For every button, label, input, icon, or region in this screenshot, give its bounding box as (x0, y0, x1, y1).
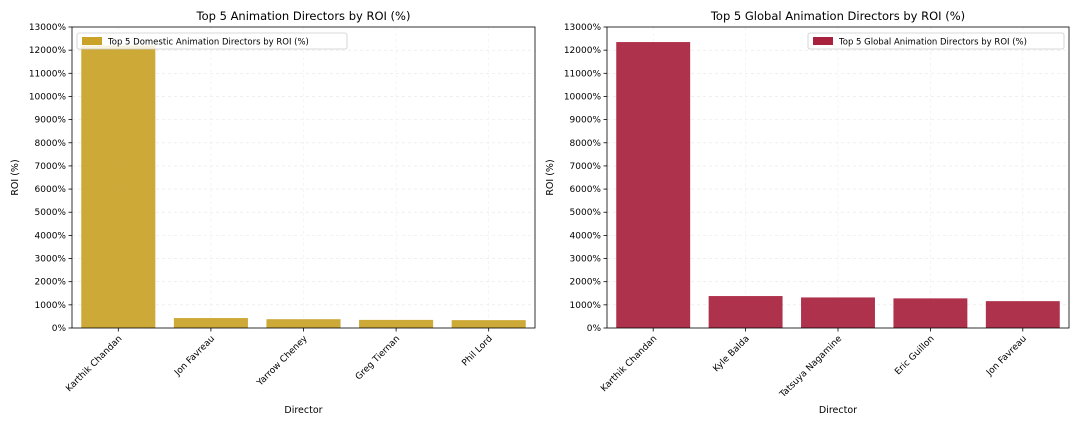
x-axis-label: Director (284, 405, 322, 416)
bar (893, 298, 968, 328)
y-axis-label: ROI (%) (545, 159, 556, 195)
x-tick-label: Karthik Chandan (64, 334, 124, 394)
y-tick-label: 0% (587, 324, 602, 334)
y-tick-label: 2000% (35, 278, 67, 288)
bar (616, 42, 691, 329)
x-tick-label: Karthik Chandan (599, 334, 659, 394)
legend-label: Top 5 Domestic Animation Directors by RO… (107, 38, 309, 48)
y-tick-label: 2000% (570, 278, 602, 288)
y-tick-label: 10000% (564, 92, 602, 102)
y-tick-label: 8000% (35, 139, 67, 149)
y-tick-label: 1000% (35, 301, 67, 311)
chart-title: Top 5 Animation Directors by ROI (%) (196, 9, 411, 23)
x-tick-label: Eric Guillon (893, 334, 936, 377)
x-tick-label: Tatsuya Nagamine (778, 334, 845, 401)
chart-2: 0% 1000% 2000% 3000% 4000% 5000% 6000% 7000% 800… (545, 9, 1070, 416)
bar (801, 297, 875, 328)
bar (708, 296, 783, 328)
y-tick-label: 11000% (564, 69, 602, 79)
x-tick-label: Jon Favreau (172, 334, 217, 379)
y-tick-label: 6000% (35, 185, 67, 195)
legend-swatch (82, 37, 102, 45)
bar (985, 301, 1060, 328)
legend-label: Top 5 Global Animation Directors by ROI … (838, 38, 1027, 48)
x-tick-label: Kyle Balda (711, 334, 751, 374)
y-tick-label: 12000% (564, 46, 602, 56)
legend-box (807, 32, 1065, 50)
y-tick-label: 13000% (29, 23, 67, 33)
bar (451, 320, 526, 328)
y-tick-label: 13000% (564, 23, 602, 33)
y-tick-label: 4000% (35, 231, 67, 241)
y-tick-label: 1000% (570, 301, 602, 311)
y-tick-label: 6000% (570, 185, 602, 195)
x-tick-label: Greg Tiernan (354, 334, 402, 382)
y-tick-label: 5000% (570, 208, 602, 218)
legend-box (76, 32, 348, 50)
chart-title: Top 5 Global Animation Directors by ROI … (710, 9, 965, 23)
bar (173, 318, 248, 328)
legend: Top 5 Global Animation Directors by ROI … (807, 32, 1065, 50)
y-tick-label: 4000% (570, 231, 602, 241)
y-axis-label: ROI (%) (10, 159, 21, 195)
y-tick-label: 9000% (570, 116, 602, 126)
bar (359, 319, 434, 328)
y-tick-label: 10000% (29, 92, 67, 102)
y-tick-label: 11000% (29, 69, 67, 79)
y-tick-label: 7000% (35, 162, 67, 172)
legend-swatch (813, 37, 833, 45)
x-tick-label: Yarrow Cheney (255, 334, 310, 389)
y-tick-label: 3000% (570, 255, 602, 265)
y-tick-label: 12000% (29, 46, 67, 56)
x-tick-label: Jon Favreau (984, 334, 1029, 379)
x-tick-label: Phil Lord (460, 334, 494, 368)
bar (266, 319, 341, 328)
bar (81, 45, 156, 329)
y-tick-label: 9000% (35, 116, 67, 126)
x-axis-label: Director (819, 405, 857, 416)
y-tick-label: 7000% (570, 162, 602, 172)
y-tick-label: 8000% (570, 139, 602, 149)
y-tick-label: 5000% (35, 208, 67, 218)
y-tick-label: 3000% (35, 255, 67, 265)
legend: Top 5 Domestic Animation Directors by RO… (76, 32, 348, 50)
y-tick-label: 0% (52, 324, 67, 334)
chart-1: 0% 1000% 2000% 3000% 4000% 5000% 6000% 7000% 800… (10, 9, 536, 416)
